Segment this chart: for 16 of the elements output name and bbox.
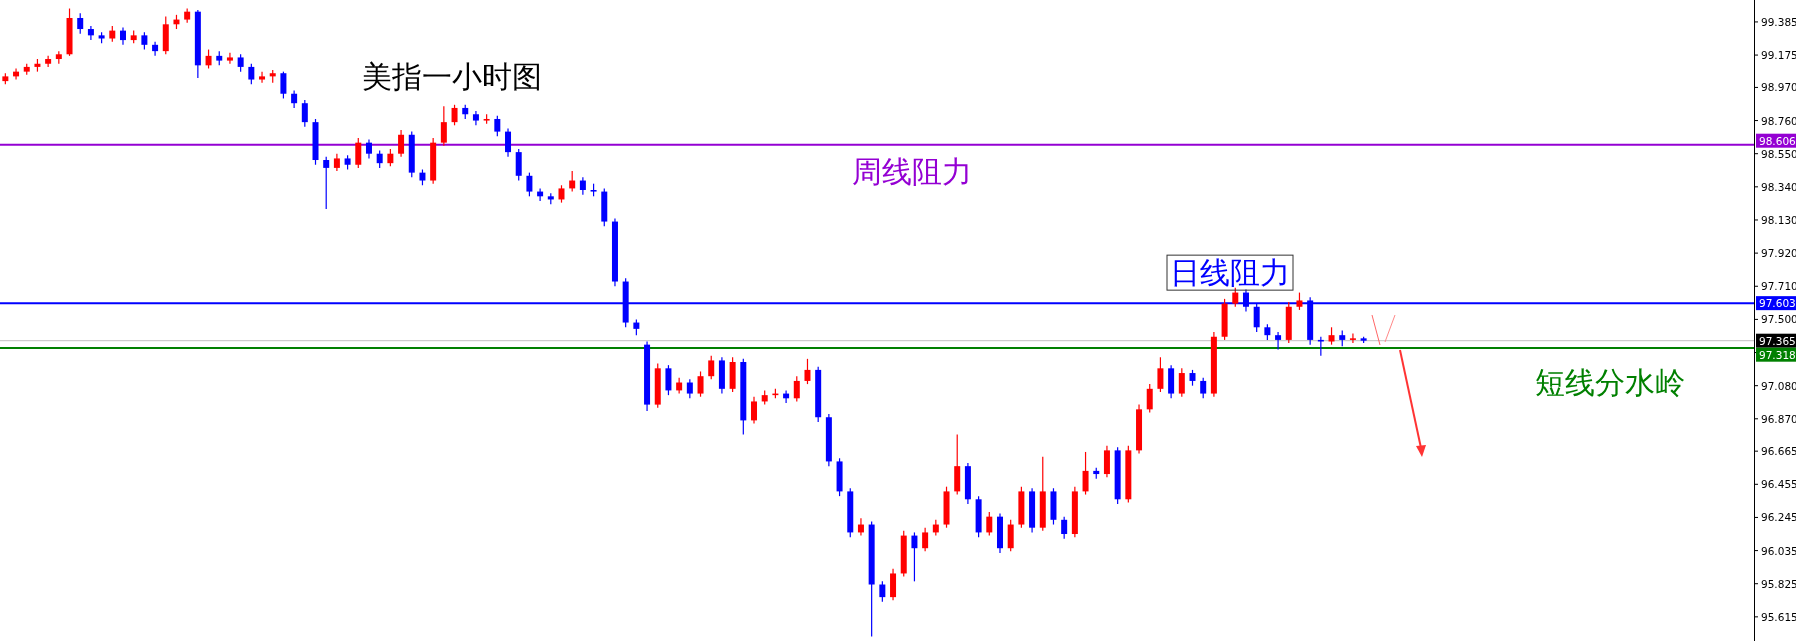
y-tick-label: 96.455: [1761, 478, 1796, 491]
ref-line-label: 97.603: [1759, 297, 1796, 310]
annotation: 短线分水岭: [1535, 366, 1685, 400]
annotation: 周线阻力: [852, 154, 972, 188]
y-tick-label: 96.245: [1761, 511, 1796, 524]
y-tick-label: 96.665: [1761, 445, 1796, 458]
y-tick-label: 95.615: [1761, 610, 1796, 623]
y-tick-label: 99.385: [1761, 15, 1796, 28]
y-tick-label: 99.175: [1761, 49, 1796, 62]
y-tick-label: 96.035: [1761, 544, 1796, 557]
ref-line-label: 98.606: [1759, 134, 1796, 147]
ref-line-label: 97.365: [1759, 334, 1796, 347]
y-tick-label: 95.825: [1761, 577, 1796, 590]
annotation: 日线阻力: [1166, 254, 1294, 291]
text: 美指一小时图: [362, 60, 542, 93]
ref-line-label: 97.318: [1759, 348, 1796, 361]
